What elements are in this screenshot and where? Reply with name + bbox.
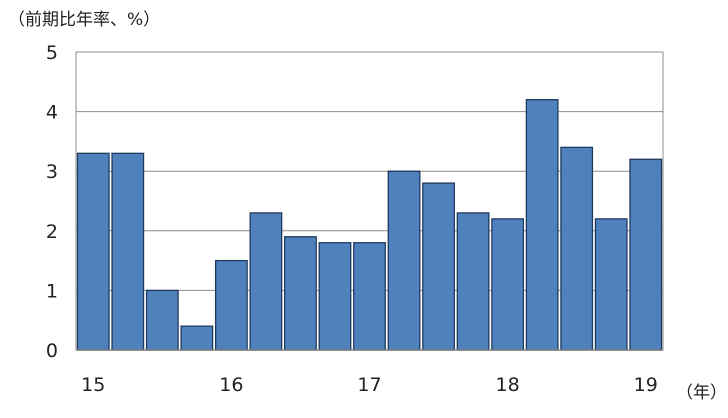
bar	[76, 152, 110, 351]
bar	[456, 212, 490, 351]
bar	[214, 259, 248, 351]
x-tick-label: 16	[219, 374, 243, 396]
bar	[560, 146, 594, 351]
bar	[180, 325, 214, 351]
x-axis-unit-label: （年）	[676, 383, 727, 403]
bar	[145, 289, 179, 351]
y-tick-label: 4	[46, 102, 58, 124]
y-tick-label: 1	[46, 280, 58, 302]
bar	[387, 170, 421, 351]
y-tick-label: 5	[46, 42, 58, 64]
y-tick-label: 0	[46, 340, 58, 362]
y-tick-labels: 0 1 2 3 4 5	[46, 42, 58, 362]
bar	[629, 158, 663, 351]
x-tick-label: 17	[357, 374, 381, 396]
bar	[111, 152, 145, 351]
bar	[594, 218, 628, 351]
bars	[76, 99, 663, 351]
x-tick-labels: 15 16 17 18 19	[81, 374, 658, 396]
bar	[525, 99, 559, 351]
bar	[491, 218, 525, 351]
bar	[318, 242, 352, 351]
x-tick-label: 19	[634, 374, 658, 396]
y-tick-label: 2	[46, 221, 58, 243]
y-tick-label: 3	[46, 161, 58, 183]
bar	[353, 242, 386, 351]
bar	[249, 212, 283, 351]
bar	[284, 236, 317, 351]
bar	[422, 182, 455, 351]
x-tick-label: 18	[496, 374, 520, 396]
x-tick-label: 15	[81, 374, 105, 396]
y-axis-unit-label: （前期比年率、%）	[8, 10, 160, 30]
